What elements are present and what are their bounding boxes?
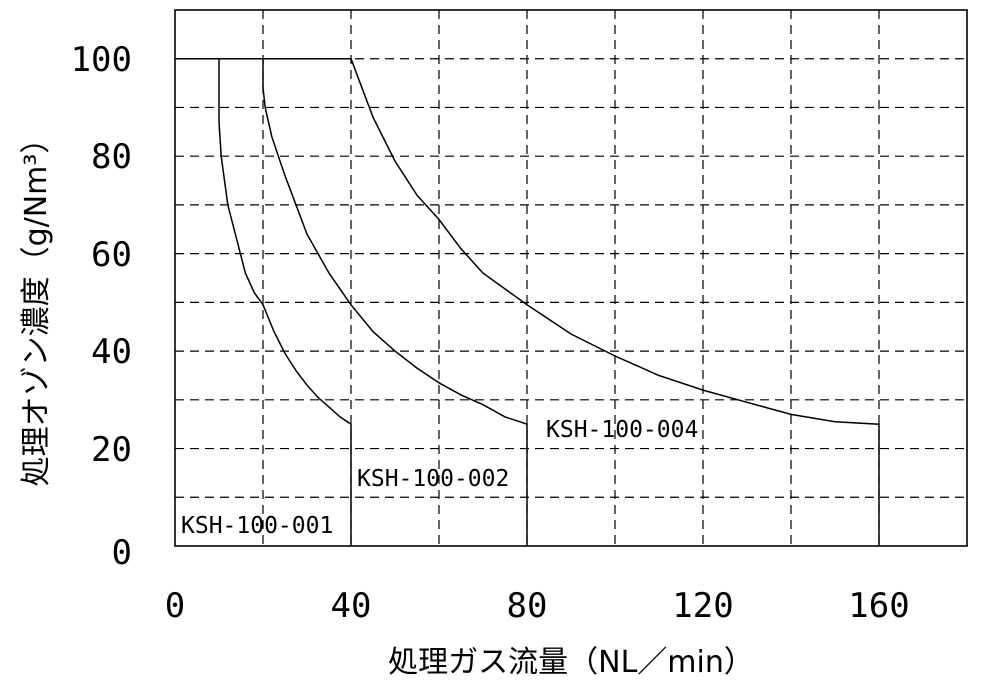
x-tick-label: 0	[165, 586, 185, 626]
y-tick-label: 20	[91, 430, 132, 470]
y-tick-label: 100	[71, 40, 132, 80]
series-line-1	[218, 58, 352, 546]
x-tick-label: 40	[331, 586, 372, 626]
y-tick-label: 40	[91, 332, 132, 372]
series-line-3	[350, 58, 880, 546]
y-tick-label: 0	[112, 533, 132, 573]
y-tick-label: 80	[91, 137, 132, 177]
series-label-ksh-100-002: KSH-100-002	[357, 466, 509, 492]
series-label-ksh-100-004: KSH-100-004	[546, 417, 698, 443]
series-curves	[175, 57, 880, 546]
series-line-2	[262, 58, 528, 546]
x-tick-label: 80	[507, 586, 548, 626]
x-tick-labels: 0 40 80 120 160	[165, 586, 910, 626]
y-tick-label: 60	[91, 235, 132, 275]
grid	[175, 10, 967, 546]
plot-frame	[174, 9, 968, 547]
x-tick-label: 120	[672, 586, 733, 626]
series-labels: KSH-100-001 KSH-100-002 KSH-100-004	[181, 417, 698, 539]
series-label-ksh-100-001: KSH-100-001	[181, 513, 333, 539]
y-tick-labels: 0 20 40 60 80 100	[71, 40, 132, 573]
y-axis-title: 処理オゾン濃度（g/Nm³）	[19, 124, 54, 487]
x-axis-title: 処理ガス流量（NL／min）	[388, 645, 754, 680]
x-tick-label: 160	[848, 586, 909, 626]
